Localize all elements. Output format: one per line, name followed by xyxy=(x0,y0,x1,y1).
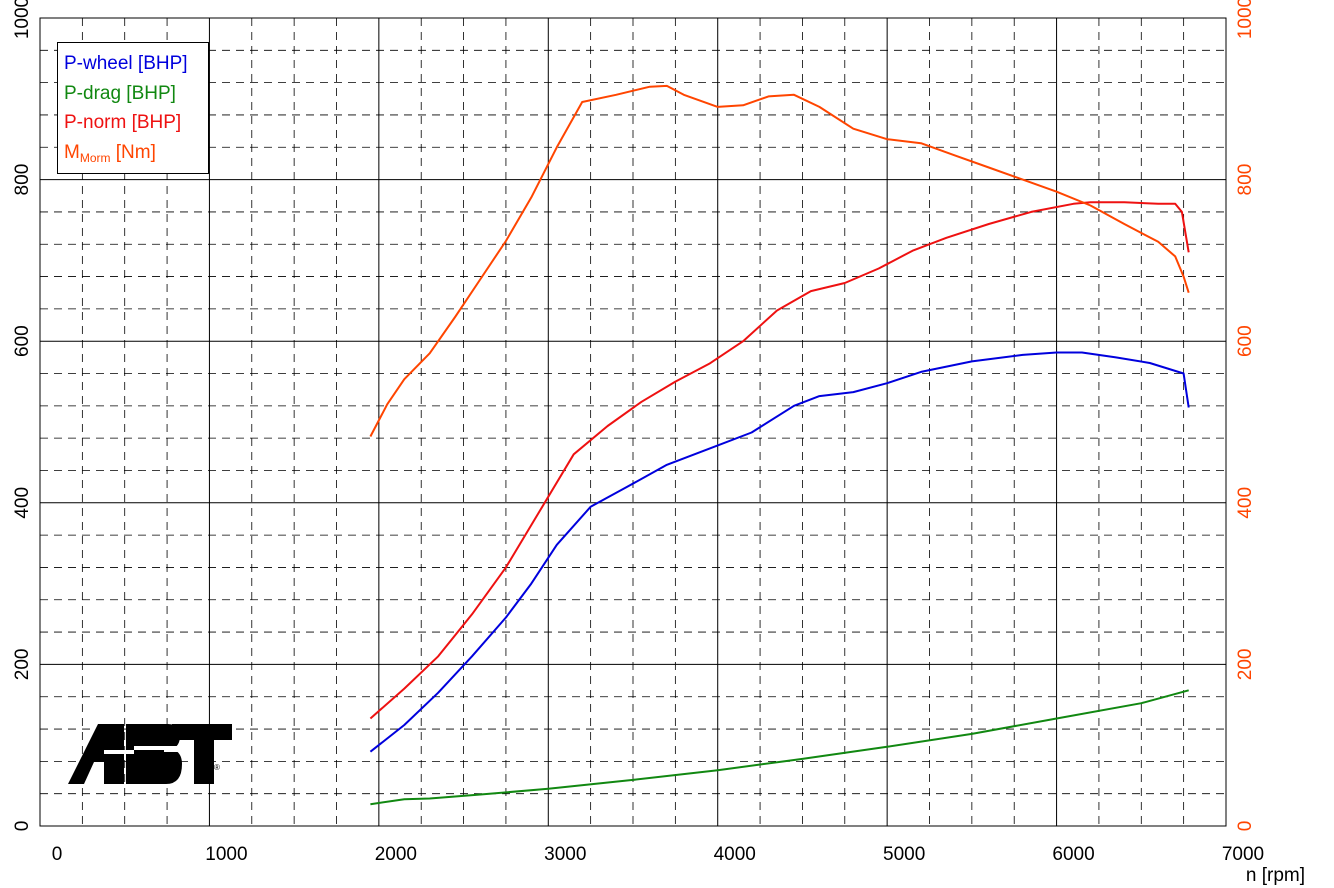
x-tick-label: 7000 xyxy=(1222,844,1264,865)
series-line-0 xyxy=(370,353,1188,752)
right-tick-label: 800 xyxy=(1235,164,1256,196)
x-axis-tick-labels: 0 1000 2000 3000 4000 5000 6000 7000 xyxy=(52,844,1264,865)
right-tick-label: 600 xyxy=(1235,325,1256,357)
left-tick-label: 800 xyxy=(12,164,33,196)
x-tick-label: 4000 xyxy=(714,844,756,865)
left-tick-label: 400 xyxy=(12,487,33,519)
x-tick-label: 5000 xyxy=(883,844,925,865)
left-tick-label: 600 xyxy=(12,325,33,357)
legend-item-1: P-drag [BHP] xyxy=(64,79,208,109)
registered-mark: ® xyxy=(214,763,220,772)
left-tick-label: 1000 xyxy=(12,0,33,39)
left-tick-label: 200 xyxy=(12,649,33,681)
series-line-1 xyxy=(370,690,1188,804)
chart-grid xyxy=(40,18,1226,826)
right-tick-label: 1000 xyxy=(1235,0,1256,39)
series-line-3 xyxy=(370,86,1188,437)
x-tick-label: 3000 xyxy=(544,844,586,865)
chart-legend: P-wheel [BHP] P-drag [BHP] P-norm [BHP] MMo… xyxy=(57,42,209,174)
right-axis-tick-labels: 0 200 400 600 800 1000 xyxy=(1235,0,1256,831)
right-tick-label: 200 xyxy=(1235,649,1256,681)
x-tick-label: 1000 xyxy=(205,844,247,865)
x-axis-label: n [rpm] xyxy=(1246,865,1305,886)
series-line-2 xyxy=(370,202,1188,718)
right-tick-label: 0 xyxy=(1235,821,1256,832)
x-tick-label: 0 xyxy=(52,844,63,865)
legend-item-2: P-norm [BHP] xyxy=(64,108,208,138)
legend-item-3: MMorm [Nm] xyxy=(64,138,208,174)
legend-item-0: P-wheel [BHP] xyxy=(64,49,208,79)
abt-logo: ® xyxy=(68,718,232,784)
x-tick-label: 2000 xyxy=(375,844,417,865)
right-tick-label: 400 xyxy=(1235,487,1256,519)
left-axis-tick-labels: 0 200 400 600 800 1000 xyxy=(12,0,33,831)
x-tick-label: 6000 xyxy=(1052,844,1094,865)
left-tick-label: 0 xyxy=(12,821,33,832)
